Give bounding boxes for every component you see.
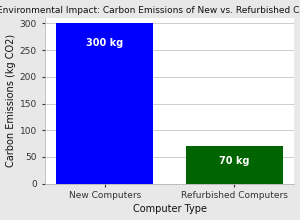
Bar [56,24,153,184]
Y-axis label: Carbon Emissions (kg CO2): Carbon Emissions (kg CO2) [6,34,16,167]
X-axis label: Computer Type: Computer Type [133,204,206,214]
Title: Environmental Impact: Carbon Emissions of New vs. Refurbished Computers: Environmental Impact: Carbon Emissions o… [0,6,300,15]
Bar [186,146,283,184]
Text: 70 kg: 70 kg [219,156,250,166]
Text: 300 kg: 300 kg [86,38,123,48]
